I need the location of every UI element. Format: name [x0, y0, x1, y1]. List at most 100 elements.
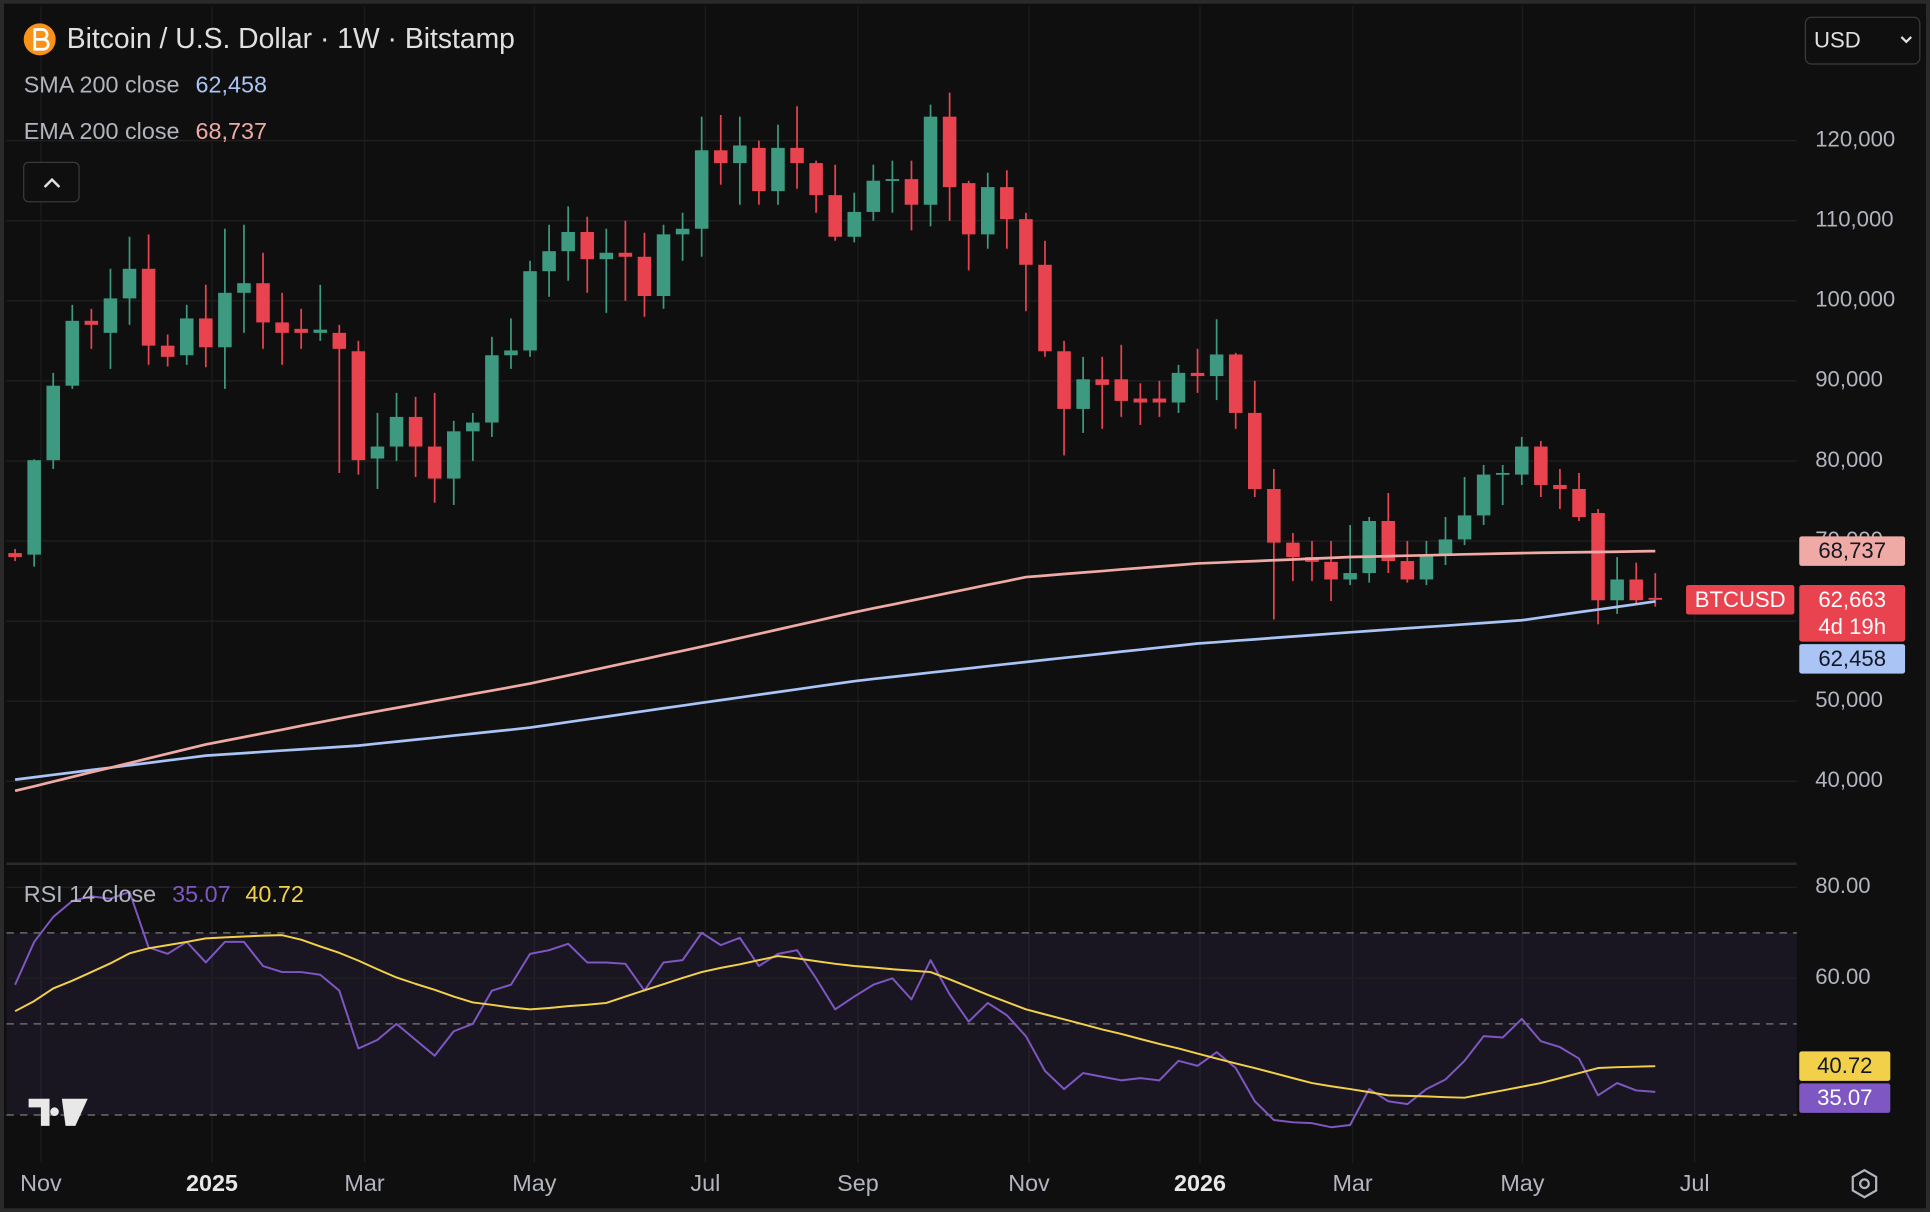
candle-body: [1286, 542, 1300, 558]
candle-body: [351, 351, 366, 461]
candle-body: [790, 147, 804, 164]
candle-body: [1381, 521, 1396, 562]
rsi-legend-label: RSI 14 close: [24, 881, 156, 907]
candle-body: [408, 416, 423, 447]
candle-body: [1000, 187, 1014, 220]
currency-dropdown[interactable]: [1804, 16, 1921, 65]
collapse-icon: [43, 177, 61, 188]
ma-line: [14, 600, 1656, 781]
candle-body: [313, 329, 328, 333]
candle-body: [1419, 554, 1434, 580]
candle-body: [122, 268, 137, 299]
y-tick-label: 110,000: [1815, 207, 1893, 232]
candle-body: [1190, 372, 1205, 377]
candle-body: [27, 460, 41, 555]
x-tick-label: 2026: [1174, 1170, 1226, 1196]
candle-body: [1400, 561, 1415, 580]
x-tick-label: Mar: [1332, 1170, 1372, 1196]
legend-label: SMA 200 close: [24, 71, 180, 97]
candle-body: [523, 271, 537, 351]
rsi-legend-value: 40.72: [245, 881, 303, 907]
candle-body: [160, 345, 175, 357]
grid-layer: 40,00050,00060,00070,00080,00090,000100,…: [6, 6, 1895, 1163]
candle-body: [1495, 472, 1510, 475]
close-price-tag-text: 4d 19h: [1818, 614, 1886, 639]
candle-body: [504, 350, 518, 356]
y-tick-label: 80,000: [1815, 447, 1883, 472]
candle-body: [1362, 521, 1376, 574]
candle-body: [1343, 573, 1357, 580]
candle-body: [561, 231, 575, 252]
candle-body: [1515, 446, 1529, 475]
x-tick-label: Sep: [837, 1170, 879, 1196]
candle-body: [1534, 446, 1548, 485]
candle-body: [1038, 264, 1052, 352]
legend-value: 68,737: [196, 118, 267, 144]
candle-body: [84, 320, 99, 325]
tradingview-logo: [28, 1098, 88, 1126]
candle-body: [904, 179, 919, 205]
candle-body: [809, 163, 823, 196]
candle-body: [1476, 474, 1491, 516]
symbol-tag: [1686, 585, 1795, 615]
candle-body: [389, 416, 404, 447]
rsi-line: [14, 934, 1656, 1099]
candle-body: [485, 355, 499, 423]
x-tick-label: Nov: [1008, 1170, 1050, 1196]
symbol-tag-text: BTCUSD: [1695, 587, 1786, 612]
settings-icon[interactable]: [1851, 1168, 1878, 1199]
candle-body: [1324, 561, 1338, 580]
candle-body: [1114, 379, 1129, 401]
collapse-legend-button[interactable]: [23, 161, 80, 203]
candle-body: [599, 252, 614, 260]
y-tick-label: 100,000: [1815, 287, 1895, 312]
candle-body: [923, 116, 938, 205]
candle-body: [1019, 219, 1033, 265]
candle-body: [1629, 579, 1643, 601]
candle-body: [103, 298, 118, 333]
candle-body: [580, 231, 595, 260]
candle-body: [752, 147, 766, 192]
close-price-tag: [1799, 585, 1906, 642]
settings-icon-center: [1859, 1178, 1870, 1190]
candle-body: [618, 252, 633, 257]
candle-body: [275, 322, 289, 333]
y-tick-label: 40,000: [1815, 767, 1883, 792]
legend-label: EMA 200 close: [24, 118, 180, 144]
candle-body: [237, 283, 251, 293]
x-tick-label: 2025: [186, 1170, 238, 1196]
candle-body: [942, 116, 957, 188]
x-tick-label: Nov: [20, 1170, 62, 1196]
candle-body: [1152, 398, 1167, 403]
rsi-value-tag: [1799, 1051, 1891, 1081]
y-tick-label: 90,000: [1815, 367, 1883, 392]
ema-price-tag-text: 68,737: [1818, 538, 1886, 563]
sma-price-tag-text: 62,458: [1818, 646, 1886, 671]
candle-body: [675, 228, 690, 235]
currency-label[interactable]: USD: [1814, 28, 1861, 53]
candle-body: [256, 283, 270, 323]
candle-body: [199, 318, 213, 348]
candle-body: [885, 179, 900, 181]
candle-body: [1267, 488, 1281, 543]
y-tick-label: 120,000: [1815, 127, 1895, 152]
candle-body: [1457, 515, 1472, 540]
bitcoin-glyph: [33, 28, 50, 51]
candle-body: [1648, 597, 1663, 600]
rsi-value-tag: [1799, 1083, 1891, 1113]
candle-body: [961, 183, 976, 235]
ema-price-tag: [1799, 536, 1906, 566]
ui-layer: Bitcoin / U.S. Dollar · 1W · Bitstamp US…: [6, 16, 1921, 1199]
rsi-tick-label: 60.00: [1815, 964, 1870, 989]
y-tick-label: 50,000: [1815, 687, 1883, 712]
candle-body: [637, 256, 652, 297]
legend-value: 62,458: [196, 71, 267, 97]
candle-body: [1171, 372, 1186, 403]
candle-body: [1095, 379, 1109, 385]
candle-body: [1076, 379, 1090, 409]
rsi-value-tag-text: 40.72: [1817, 1053, 1872, 1078]
candle-body: [733, 145, 747, 164]
x-tick-label: Mar: [344, 1170, 384, 1196]
